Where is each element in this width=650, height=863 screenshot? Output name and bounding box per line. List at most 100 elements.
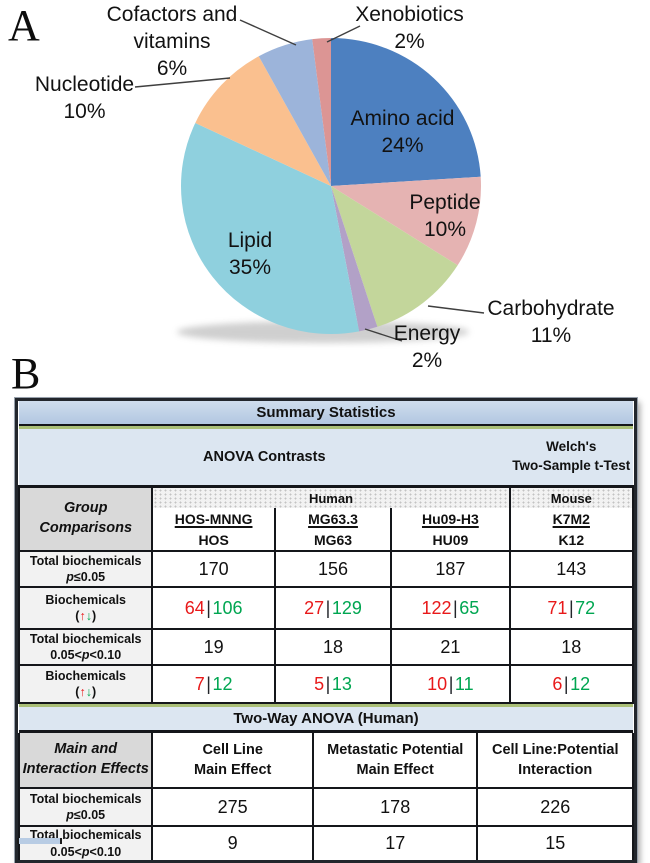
pie-slice-nucleotide (195, 56, 331, 187)
cell-updown-sig-hos: 64|106 (151, 586, 276, 630)
row-label-line-2: 0.05<p<0.10 (50, 844, 122, 859)
row-label-line-2: 0.05<p<0.10 (50, 648, 122, 662)
summary-statistics-header: Summary Statistics (19, 401, 633, 426)
pie-label-pct: 35% (228, 255, 272, 279)
cell-total-trend-hos: 19 (151, 628, 276, 666)
row-label-total-sig: Total biochemicals p≤0.05 (17, 550, 154, 588)
pie-label-pct: 10% (63, 99, 106, 123)
col-header-hu09-h3: Hu09-H3 (390, 507, 511, 529)
col-header-mg63-3: MG63.3 (273, 507, 393, 529)
row-label-total-sig: Total biochemicals p≤0.05 (17, 787, 154, 827)
cell-updown-trend-hos: 7|12 (151, 664, 276, 704)
pie-slice-energy (331, 186, 378, 332)
pie-label-peptide: Peptide 10% (380, 190, 510, 244)
cell-twoway-trend-cellline: 9 (151, 825, 314, 860)
col-header-metastatic-potential-main-effect: Metastatic Potential Main Effect (311, 733, 479, 789)
leader-line-nucleotide (134, 77, 231, 88)
col-header-hos: HOS (151, 529, 276, 552)
summary-table-top: Summary Statistics ANOVA Contrasts Welch… (17, 401, 635, 733)
row-label-total-trend: Total biochemicals 0.05<p<0.10 (17, 628, 154, 666)
pie-slice-carbohydrate (331, 186, 458, 327)
pie-label-nucleotide: Nucleotide 10% (22, 72, 147, 126)
summary-statistics-table: Summary Statistics ANOVA Contrasts Welch… (14, 397, 638, 863)
pie-label-energy: Energy 2% (368, 321, 486, 375)
group-label-line-2: Comparisons (39, 520, 133, 536)
pie-slice-cofactors-and-vitamins (258, 39, 331, 186)
main-effects-line-2: Interaction Effects (22, 761, 149, 777)
pie-label-pct: 24% (381, 133, 424, 157)
cell-updown-trend-mg63: 5|13 (273, 664, 393, 704)
species-header-mouse: Mouse (508, 485, 635, 508)
pie-slices (181, 38, 481, 335)
pie-slice-amino-acid (331, 38, 481, 186)
cell-updown-trend-k12: 6|12 (508, 664, 635, 704)
cell-twoway-sig-cellline: 275 (151, 787, 314, 827)
cell-twoway-trend-metastatic: 17 (311, 825, 479, 860)
cropped-next-table-fragment (17, 838, 62, 844)
cell-updown-sig-mg63: 27|129 (273, 586, 393, 630)
down-arrow-icon: ↓ (85, 685, 92, 699)
down-arrow-icon: ↓ (85, 609, 92, 623)
summary-table-bottom: Main and Interaction Effects Cell Line Ma… (17, 733, 634, 860)
panel-a-label: A (8, 1, 40, 50)
row-label-biochem-sig: Biochemicals (↑↓) (17, 586, 154, 630)
pie-label-pct: 2% (411, 348, 443, 372)
col-header-hos-mnng: HOS-MNNG (151, 507, 276, 529)
row-label-line-1: Biochemicals (45, 668, 126, 683)
cell-updown-sig-hu09: 122|65 (390, 586, 511, 630)
pie-label-carbohydrate: Carbohydrate 11% (465, 296, 637, 350)
row-label-line-1: Biochemicals (45, 592, 126, 607)
cell-updown-trend-hu09: 10|11 (390, 664, 511, 704)
up-arrow-icon: ↑ (79, 685, 86, 699)
col-header-mg63: MG63 (273, 529, 393, 552)
col-header-hu09: HU09 (390, 529, 511, 552)
panel-b-label: B (11, 349, 41, 398)
pie-slice-lipid (181, 122, 360, 335)
pie-label-text: Xenobiotics (355, 3, 464, 26)
row-label-line-2: p≤0.05 (66, 808, 106, 822)
pie-label-pct: 10% (423, 217, 467, 241)
pie-label-pct: 6% (156, 56, 188, 80)
pie-label-text: Cofactors and (106, 3, 238, 26)
row-label-line-1: Total biochemicals (29, 631, 142, 646)
pie-label-amino-acid: Amino acid 24% (325, 106, 480, 160)
pie-label-lipid: Lipid 35% (185, 228, 315, 282)
green-separator (19, 703, 633, 707)
pie-slice-peptide (331, 176, 481, 266)
pie-label-pct: 2% (394, 29, 425, 53)
welch-line-1: Welch's (546, 439, 597, 455)
pie-svg (134, 19, 485, 343)
cell-total-trend-hu09: 21 (390, 628, 511, 666)
welch-line-2: Two-Sample t-Test (512, 458, 631, 473)
leader-line-cofactors (239, 19, 297, 46)
up-arrow-icon: ↑ (79, 609, 86, 623)
group-comparisons-label: Group Comparisons (17, 485, 154, 552)
cell-total-sig-hu09: 187 (390, 550, 511, 588)
row-label-line-2: p≤0.05 (66, 570, 106, 584)
metabolite-pie-chart: Cofactors and vitamins 6% Xenobiotics 2%… (0, 0, 650, 396)
pie-label-text: Peptide (409, 191, 481, 214)
row-label-line-2: (↑↓) (75, 685, 97, 699)
row-label-line-2: (↑↓) (75, 609, 97, 623)
pie-label-text: Amino acid (350, 107, 455, 130)
leader-line-carbohydrate (427, 305, 485, 314)
green-separator (19, 425, 633, 429)
two-way-anova-header: Two-Way ANOVA (Human) (19, 707, 633, 733)
col-header-k7m2: K7M2 (508, 507, 635, 529)
pie-label-text: Carbohydrate (487, 297, 615, 320)
pie-slice-xenobiotics (312, 38, 331, 186)
species-header-human: Human (151, 485, 511, 508)
col-header-cell-line-main-effect: Cell Line Main Effect (151, 733, 314, 789)
row-label-biochem-trend: Biochemicals (↑↓) (17, 664, 154, 704)
cell-total-sig-k12: 143 (508, 550, 635, 588)
main-effects-label: Main and Interaction Effects (17, 733, 154, 789)
cell-twoway-trend-interaction: 15 (476, 825, 634, 860)
anova-contrasts-header: ANOVA Contrasts (19, 429, 510, 488)
cell-updown-sig-k12: 71|72 (508, 586, 635, 630)
row-label-line-1: Total biochemicals (29, 553, 142, 568)
pie-label-cofactors-vitamins: Cofactors and vitamins 6% (92, 2, 252, 83)
cell-total-trend-k12: 18 (508, 628, 635, 666)
cell-total-sig-mg63: 156 (273, 550, 393, 588)
group-label-line-1: Group (63, 500, 108, 517)
cell-twoway-sig-metastatic: 178 (311, 787, 479, 827)
